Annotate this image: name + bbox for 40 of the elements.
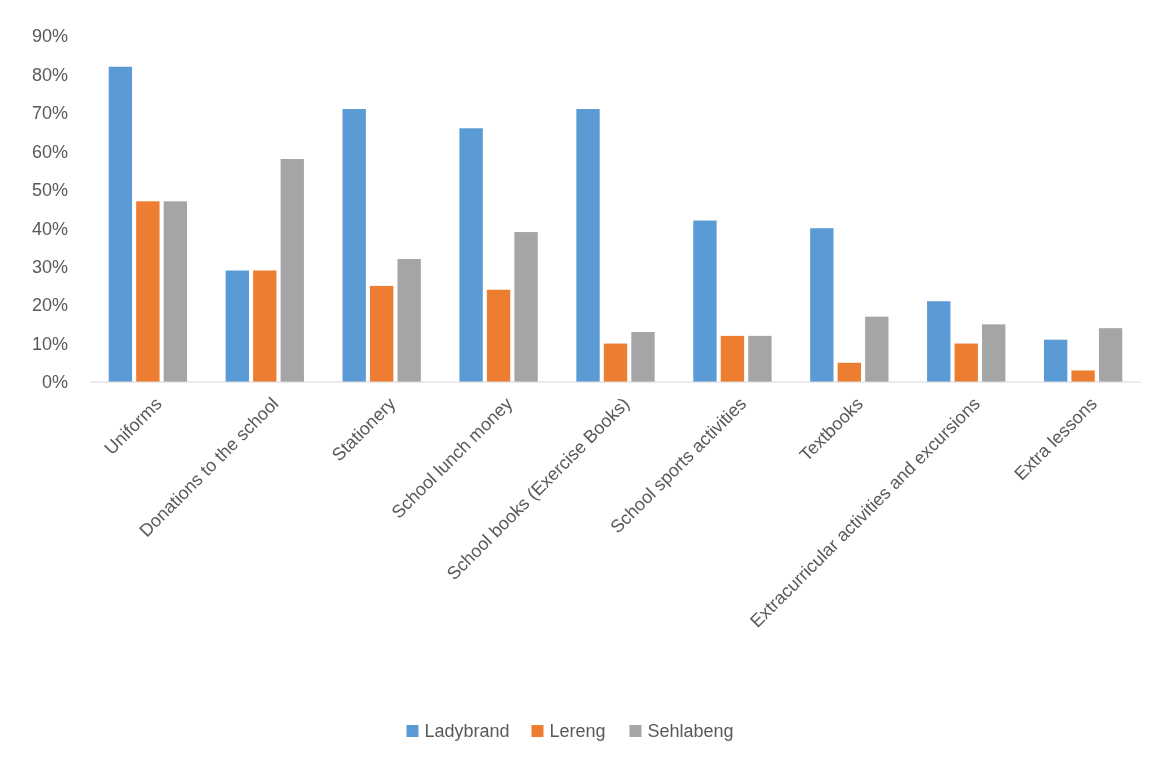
- bar: [865, 316, 889, 382]
- bar: [163, 201, 188, 382]
- y-tick-label: 0%: [41, 372, 68, 393]
- bar: [136, 201, 160, 382]
- bar: [720, 335, 745, 382]
- bar: [1043, 339, 1068, 382]
- bar: [486, 289, 511, 382]
- bar: [108, 66, 133, 382]
- legend-label: Sehlabeng: [647, 721, 734, 742]
- y-tick-label: 10%: [31, 333, 68, 354]
- y-tick-label: 70%: [31, 103, 68, 124]
- bar: [253, 270, 277, 382]
- bar: [370, 285, 394, 382]
- bar: [459, 128, 483, 382]
- y-tick-label: 80%: [31, 64, 68, 85]
- bar: [1098, 328, 1123, 382]
- y-tick-label: 40%: [31, 218, 68, 239]
- bar: [693, 220, 717, 382]
- bar: [982, 324, 1006, 382]
- bar: [342, 109, 366, 382]
- bar: [514, 232, 538, 382]
- bar: [927, 301, 951, 382]
- bar: [576, 109, 600, 382]
- bar: [603, 343, 628, 382]
- legend-label: Lereng: [549, 721, 606, 742]
- legend-label: Ladybrand: [424, 721, 510, 742]
- y-tick-label: 50%: [31, 180, 68, 201]
- y-tick-label: 20%: [31, 295, 68, 316]
- bar: [631, 332, 655, 382]
- bar: [837, 362, 861, 382]
- bar: [1071, 370, 1095, 382]
- y-tick-label: 90%: [31, 26, 68, 47]
- y-tick-label: 60%: [31, 141, 68, 162]
- bar: [748, 335, 772, 382]
- bar: [954, 343, 978, 382]
- y-tick-label: 30%: [31, 256, 68, 277]
- bar: [397, 258, 421, 382]
- bar: [280, 159, 304, 382]
- bar: [810, 228, 834, 382]
- bar: [225, 270, 249, 382]
